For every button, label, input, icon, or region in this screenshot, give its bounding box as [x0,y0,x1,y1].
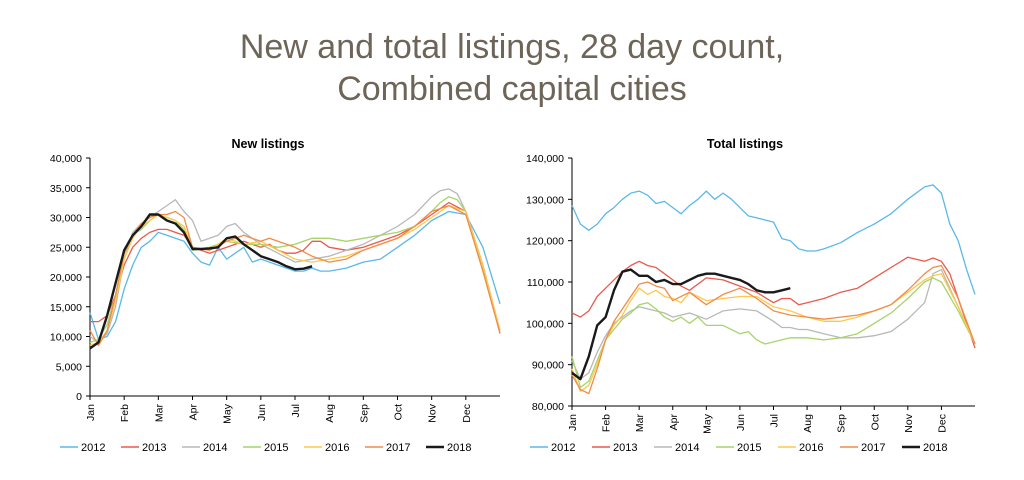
new-y-tick-label: 35,000 [50,183,82,195]
new-y-tick-label: 40,000 [50,153,82,165]
total-x-tick-label: Apr [668,414,680,431]
total-series-2014 [571,268,976,380]
new-series-2012 [89,210,501,341]
total-x-tick-label: Aug [802,414,814,433]
new-y-tick-label: 0 [76,391,82,403]
total-y-tick-label: 100,000 [526,318,564,330]
new-legend-label-2017: 2017 [386,442,410,454]
new-listings-chart-title: New listings [232,137,305,151]
total-y-tick-label: 140,000 [526,153,564,165]
new-series-2016 [89,204,501,347]
slide-title-line-1: New and total listings, 28 day count, [239,28,785,66]
new-x-tick-label: Jul [290,404,302,417]
total-x-tick-label: Oct [869,414,881,430]
total-y-tick-label: 90,000 [532,360,564,372]
total-series-2012 [571,184,976,295]
new-x-tick-label: Mar [153,404,165,423]
total-x-tick-label: Mar [634,414,646,433]
total-x-tick-label: Jan [567,414,579,431]
new-legend-label-2014: 2014 [203,442,227,454]
new-legend-label-2015: 2015 [264,442,288,454]
total-y-tick-label: 80,000 [532,401,564,413]
new-series-2014 [89,188,501,344]
new-x-tick-label: May [222,403,234,424]
total-series-2018 [571,268,791,381]
new-series-2018 [89,213,313,350]
new-legend-label-2012: 2012 [81,442,105,454]
total-legend-label-2018: 2018 [923,442,947,454]
new-y-tick-label: 10,000 [50,332,82,344]
new-y-tick-label: 25,000 [50,242,82,254]
new-y-tick-label: 5,000 [56,361,82,373]
new-legend-label-2016: 2016 [325,442,349,454]
total-legend-label-2015: 2015 [737,442,761,454]
new-x-tick-label: Feb [119,404,131,422]
total-legend-label-2016: 2016 [799,442,823,454]
slide-title-line-2: Combined capital cities [337,70,687,108]
total-x-tick-label: Feb [601,414,613,432]
total-series-2016 [571,273,976,393]
new-legend-label-2013: 2013 [142,442,166,454]
new-x-tick-label: Apr [188,404,200,421]
new-x-tick-label: Nov [427,403,439,422]
new-y-tick-label: 15,000 [50,302,82,314]
total-series-2015 [571,277,976,389]
total-legend-label-2012: 2012 [551,442,575,454]
total-y-tick-label: 120,000 [526,236,564,248]
total-x-tick-label: Jun [735,414,747,431]
new-legend-label-2018: 2018 [447,442,471,454]
new-listings-chart: New listings 0 5,000 10,000 15,000 20,000 25,… [50,137,501,454]
new-x-tick-label: Aug [324,404,336,423]
total-x-tick-label: Dec [936,414,948,433]
total-legend-label-2014: 2014 [675,442,699,454]
total-x-tick-label: Jul [769,414,781,427]
total-x-tick-label: May [701,413,713,434]
new-x-tick-label: Sep [358,404,370,423]
new-y-tick-label: 30,000 [50,213,82,225]
total-series-2017 [571,264,976,395]
new-series-2017 [89,204,501,347]
total-y-tick-label: 130,000 [526,194,564,206]
new-y-tick-label: 20,000 [50,272,82,284]
new-x-tick-label: Jun [256,404,268,421]
total-legend-label-2017: 2017 [861,442,885,454]
new-x-tick-label: Jan [85,404,97,421]
new-x-tick-label: Dec [461,404,473,423]
total-legend-label-2013: 2013 [613,442,637,454]
total-listings-chart: Total listings 80,000 90,000 100,000 110,00… [526,137,976,454]
new-x-tick-label: Oct [393,404,405,420]
slide-title: New and total listings, 28 day count, Co… [0,26,1024,110]
total-listings-chart-title: Total listings [707,137,783,151]
new-series-2013 [90,201,501,334]
total-x-tick-label: Nov [903,413,915,432]
total-y-tick-label: 110,000 [527,277,564,289]
total-x-tick-label: Sep [836,414,848,433]
